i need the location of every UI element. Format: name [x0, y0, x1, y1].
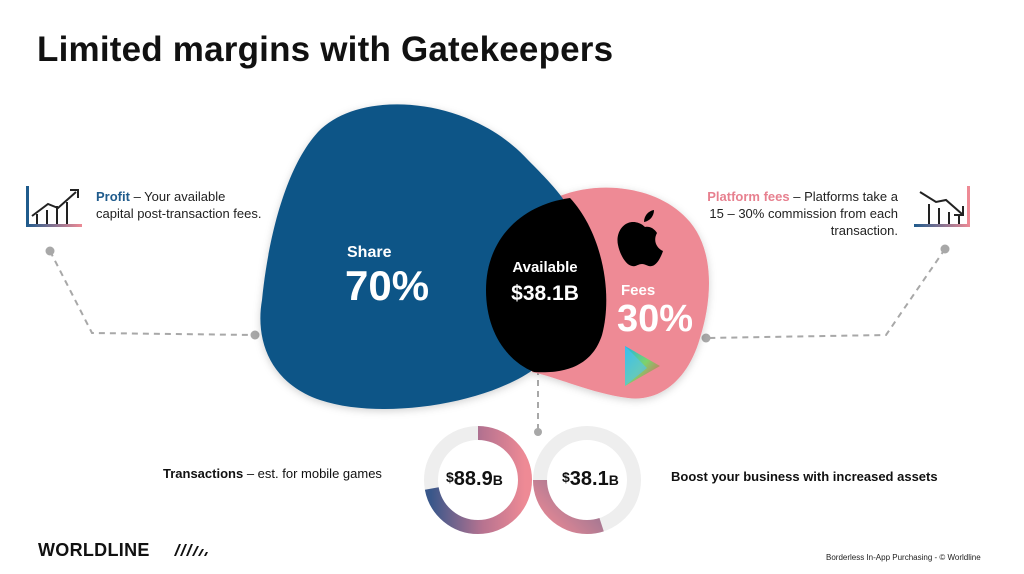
available-label: Available	[512, 259, 578, 276]
apple-icon	[617, 210, 663, 267]
transactions-text: – est. for mobile games	[243, 466, 382, 481]
fees-callout: Platform fees – Platforms take a 15 – 30…	[704, 188, 898, 239]
available-donut	[533, 426, 641, 534]
profit-callout-highlight: Profit	[96, 189, 130, 204]
transactions-unit: B	[492, 472, 503, 488]
available-donut-amount: 38.1	[569, 468, 609, 490]
share-blob	[260, 104, 573, 410]
fees-callout-text: – Platforms take a 15 – 30% commission f…	[709, 189, 898, 238]
boost-caption: Boost your business with increased asset…	[671, 469, 938, 484]
share-percent: 70%	[345, 262, 430, 309]
footer-text: Borderless In-App Purchasing - © Worldli…	[826, 553, 981, 562]
available-donut-value: $38.1B	[562, 468, 619, 491]
available-donut-unit: B	[608, 472, 619, 488]
profit-callout-text: – Your available capital post-transactio…	[96, 189, 262, 221]
transactions-currency: $	[446, 469, 454, 485]
transactions-caption: Transactions – est. for mobile games	[163, 466, 382, 481]
available-donut-currency: $	[562, 469, 570, 485]
share-label: Share	[347, 244, 392, 261]
transactions-highlight: Transactions	[163, 466, 244, 481]
fees-callout-highlight: Platform fees	[707, 189, 790, 204]
page-title: Limited margins with Gatekeepers	[37, 30, 614, 69]
google-play-icon	[625, 346, 660, 386]
transactions-donut	[424, 426, 532, 534]
chart-decline-icon	[914, 186, 970, 227]
transactions-donut-value: $88.9B	[446, 468, 503, 491]
fees-label: Fees	[621, 282, 656, 299]
available-overlap	[486, 198, 607, 373]
available-value: $38.1B	[511, 282, 579, 305]
fees-percent: 30%	[617, 298, 694, 340]
profit-callout: Profit – Your available capital post-tra…	[96, 188, 266, 222]
chart-growth-icon	[26, 186, 82, 227]
transactions-amount: 88.9	[453, 468, 493, 490]
worldline-logo: WORLDLINE	[38, 540, 150, 560]
worldline-wave-icon	[174, 544, 208, 556]
